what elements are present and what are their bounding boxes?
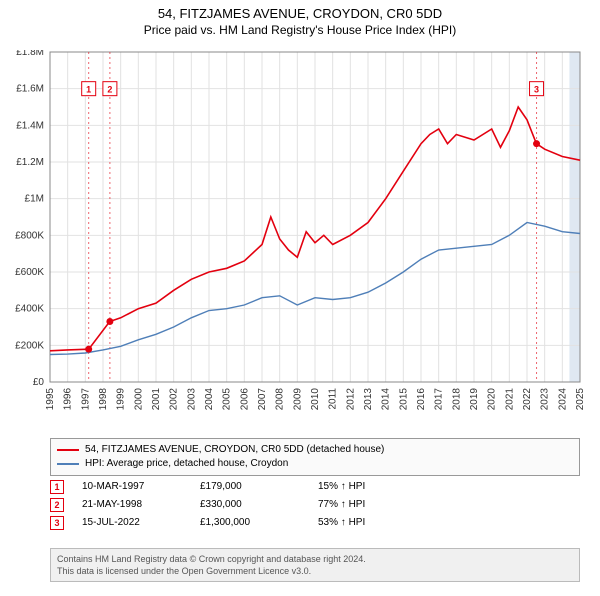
svg-text:2025: 2025 — [575, 388, 584, 411]
svg-text:£200K: £200K — [15, 340, 44, 351]
svg-text:2014: 2014 — [381, 388, 392, 411]
svg-text:2000: 2000 — [133, 388, 144, 411]
svg-text:£1M: £1M — [25, 194, 44, 205]
svg-text:1999: 1999 — [116, 388, 127, 411]
sales-row: 1 10-MAR-1997 £179,000 15% ↑ HPI — [50, 478, 365, 496]
chart-title: 54, FITZJAMES AVENUE, CROYDON, CR0 5DD — [0, 6, 600, 21]
sales-price: £330,000 — [200, 496, 300, 514]
svg-text:£1.6M: £1.6M — [16, 84, 44, 95]
svg-text:2012: 2012 — [345, 388, 356, 411]
svg-text:2008: 2008 — [275, 388, 286, 411]
svg-text:2022: 2022 — [522, 388, 533, 411]
sales-date: 21-MAY-1998 — [82, 496, 182, 514]
svg-text:£1.8M: £1.8M — [16, 50, 44, 58]
sales-price: £179,000 — [200, 478, 300, 496]
svg-text:2017: 2017 — [434, 388, 445, 411]
svg-text:2024: 2024 — [557, 388, 568, 411]
footer-line-1: Contains HM Land Registry data © Crown c… — [57, 553, 573, 565]
sales-date: 10-MAR-1997 — [82, 478, 182, 496]
svg-text:2001: 2001 — [151, 388, 162, 411]
svg-text:2004: 2004 — [204, 388, 215, 411]
svg-text:1: 1 — [86, 85, 91, 95]
legend-label: HPI: Average price, detached house, Croy… — [85, 457, 288, 471]
svg-text:£1.4M: £1.4M — [16, 120, 44, 131]
page: 54, FITZJAMES AVENUE, CROYDON, CR0 5DD P… — [0, 6, 600, 596]
svg-text:£800K: £800K — [15, 230, 44, 241]
sales-marker-icon: 2 — [50, 498, 64, 512]
chart-svg: £0 £200K £400K £600K £800K £1M £1.2M £1.4M £1.6M… — [6, 50, 584, 437]
svg-text:£0: £0 — [33, 377, 45, 388]
svg-text:£1.2M: £1.2M — [16, 157, 44, 168]
svg-text:1997: 1997 — [80, 388, 91, 411]
svg-text:2002: 2002 — [169, 388, 180, 411]
legend-row: HPI: Average price, detached house, Croy… — [57, 457, 573, 471]
legend-label: 54, FITZJAMES AVENUE, CROYDON, CR0 5DD (… — [85, 443, 384, 457]
svg-text:2: 2 — [107, 85, 112, 95]
svg-text:1996: 1996 — [63, 388, 74, 411]
sales-row: 2 21-MAY-1998 £330,000 77% ↑ HPI — [50, 496, 365, 514]
svg-text:2015: 2015 — [398, 388, 409, 411]
svg-text:£600K: £600K — [15, 267, 44, 278]
svg-text:2006: 2006 — [239, 388, 250, 411]
sales-delta: 53% ↑ HPI — [318, 514, 365, 532]
svg-text:1998: 1998 — [98, 388, 109, 411]
legend-swatch — [57, 449, 79, 451]
sales-delta: 15% ↑ HPI — [318, 478, 365, 496]
svg-text:1995: 1995 — [45, 388, 56, 411]
sales-date: 15-JUL-2022 — [82, 514, 182, 532]
svg-text:2021: 2021 — [504, 388, 515, 411]
chart-area: £0 £200K £400K £600K £800K £1M £1.2M £1.4M £1.6M… — [6, 50, 584, 437]
svg-text:2023: 2023 — [540, 388, 551, 411]
legend-swatch — [57, 463, 79, 465]
svg-text:2016: 2016 — [416, 388, 427, 411]
svg-text:£400K: £400K — [15, 304, 44, 315]
svg-text:2005: 2005 — [222, 388, 233, 411]
sales-marker-icon: 1 — [50, 480, 64, 494]
sales-row: 3 15-JUL-2022 £1,300,000 53% ↑ HPI — [50, 514, 365, 532]
svg-text:3: 3 — [534, 85, 539, 95]
chart-subtitle: Price paid vs. HM Land Registry's House … — [0, 23, 600, 37]
svg-text:2007: 2007 — [257, 388, 268, 411]
svg-text:2018: 2018 — [451, 388, 462, 411]
svg-text:2009: 2009 — [292, 388, 303, 411]
footer-line-2: This data is licensed under the Open Gov… — [57, 565, 573, 577]
svg-text:2010: 2010 — [310, 388, 321, 411]
svg-text:2019: 2019 — [469, 388, 480, 411]
svg-text:2013: 2013 — [363, 388, 374, 411]
sales-price: £1,300,000 — [200, 514, 300, 532]
legend: 54, FITZJAMES AVENUE, CROYDON, CR0 5DD (… — [50, 438, 580, 476]
sales-table: 1 10-MAR-1997 £179,000 15% ↑ HPI 2 21-MAY-199… — [50, 478, 365, 532]
svg-text:2011: 2011 — [328, 388, 339, 410]
svg-text:2003: 2003 — [186, 388, 197, 411]
svg-text:2020: 2020 — [487, 388, 498, 411]
sales-marker-icon: 3 — [50, 516, 64, 530]
sales-delta: 77% ↑ HPI — [318, 496, 365, 514]
footer-licence: Contains HM Land Registry data © Crown c… — [50, 548, 580, 582]
legend-row: 54, FITZJAMES AVENUE, CROYDON, CR0 5DD (… — [57, 443, 573, 457]
